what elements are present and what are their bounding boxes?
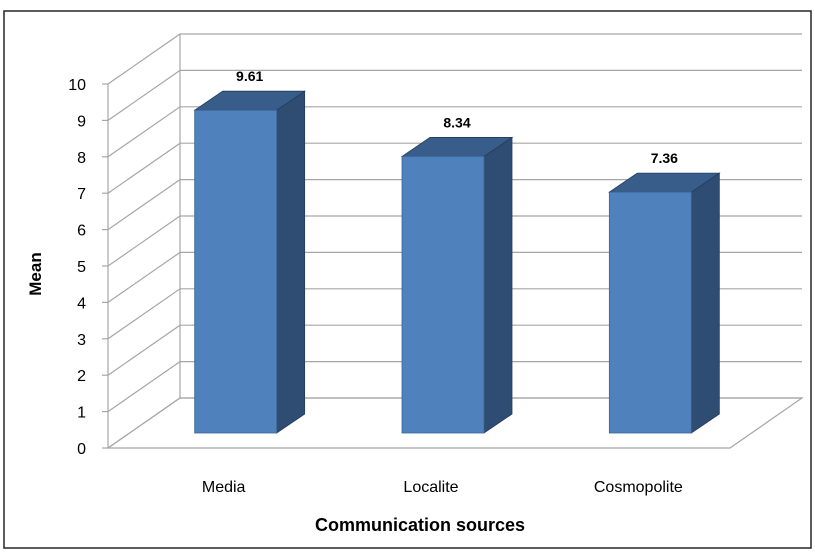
y-tick-label: 0 — [77, 441, 86, 458]
gridline — [107, 361, 802, 413]
bar-side — [276, 90, 306, 434]
gridline — [107, 69, 802, 121]
bar-cosmopolite: 7.36 — [608, 150, 721, 434]
x-tick-label: Media — [202, 479, 246, 496]
x-tick-label: Cosmopolite — [594, 479, 683, 496]
y-tick-label: 4 — [77, 295, 86, 312]
gridline — [107, 397, 802, 449]
y-tick-label: 1 — [77, 405, 86, 422]
data-label: 8.34 — [443, 114, 470, 130]
y-tick-label: 10 — [68, 77, 86, 94]
bar-side — [483, 136, 513, 434]
bar-front — [194, 109, 278, 434]
data-label: 9.61 — [236, 68, 263, 84]
gridline — [107, 324, 802, 376]
bars: 9.61 8.34 7.36 — [193, 68, 721, 434]
y-tick-label: 2 — [77, 368, 86, 385]
y-tick-label: 6 — [77, 223, 86, 240]
x-axis-ticks: Media Localite Cosmopolite — [202, 479, 683, 496]
gridline — [107, 106, 802, 158]
y-tick-label: 7 — [77, 186, 86, 203]
gridline — [107, 142, 802, 194]
gridlines — [107, 33, 802, 449]
gridline — [107, 251, 802, 303]
bar-localite: 8.34 — [400, 114, 514, 434]
y-tick-label: 9 — [77, 113, 86, 130]
y-axis-title: Mean — [26, 252, 45, 295]
gridline — [107, 179, 802, 231]
x-tick-label: Localite — [403, 479, 458, 496]
y-tick-label: 5 — [77, 259, 86, 276]
y-tick-label: 3 — [77, 332, 86, 349]
bar-front — [608, 191, 692, 434]
gridline — [107, 288, 802, 340]
bar-side — [690, 172, 720, 434]
bar-media: 9.61 — [193, 68, 306, 434]
data-label: 7.36 — [651, 150, 678, 166]
x-axis-title: Communication sources — [315, 515, 525, 535]
y-tick-label: 8 — [77, 150, 86, 167]
gridline — [107, 33, 802, 85]
y-axis-ticks: 0 1 2 3 4 5 6 7 8 9 10 — [68, 77, 108, 458]
gridline — [107, 215, 802, 267]
bar-front — [401, 156, 485, 434]
